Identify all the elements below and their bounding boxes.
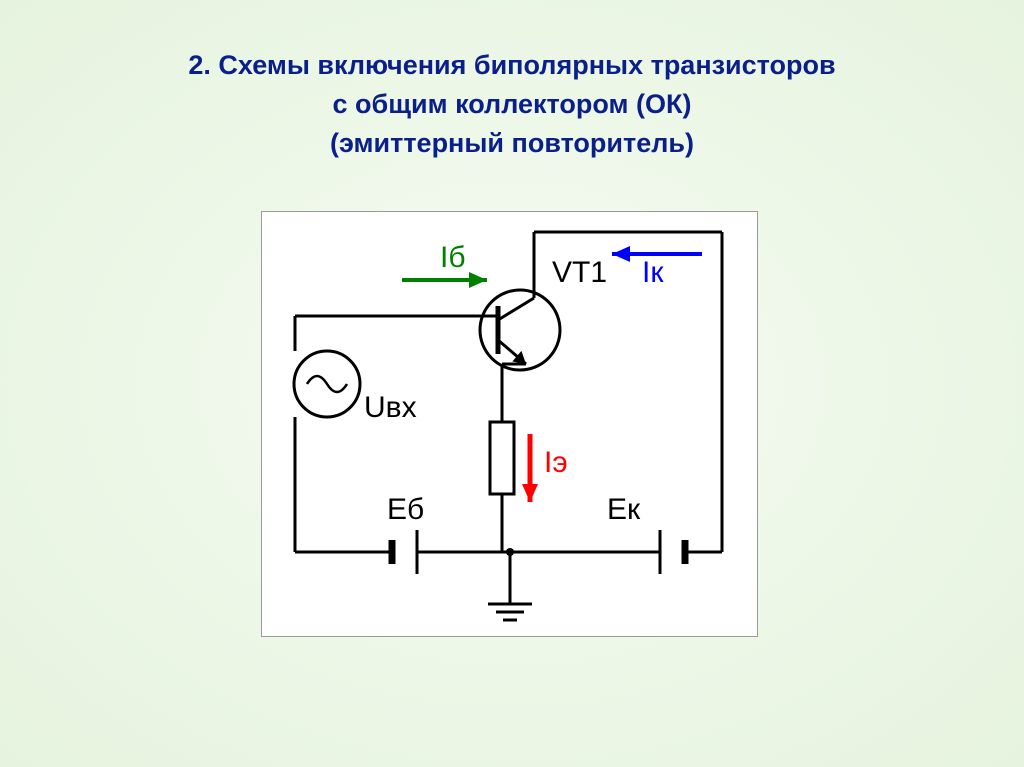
label-Ie: Iэ xyxy=(544,446,568,479)
title-line-2: с общим коллектором (ОК) xyxy=(0,85,1024,124)
slide-page: 2. Схемы включения биполярных транзистор… xyxy=(0,0,1024,767)
label-Ik: Iк xyxy=(642,256,664,289)
title-line-1: 2. Схемы включения биполярных транзистор… xyxy=(0,46,1024,85)
circuit-svg: Iб VT1 Iк Uвх Iэ Еб Ек xyxy=(262,212,757,636)
label-Ib: Iб xyxy=(440,241,466,274)
title-line-3: (эмиттерный повторитель) xyxy=(0,124,1024,163)
label-Eb: Еб xyxy=(387,493,424,526)
label-VT1: VT1 xyxy=(552,256,607,289)
slide-title: 2. Схемы включения биполярных транзистор… xyxy=(0,46,1024,163)
label-Uin: Uвх xyxy=(364,391,417,424)
label-Ek: Ек xyxy=(607,493,641,526)
circuit-diagram: Iб VT1 Iк Uвх Iэ Еб Ек xyxy=(261,211,758,637)
